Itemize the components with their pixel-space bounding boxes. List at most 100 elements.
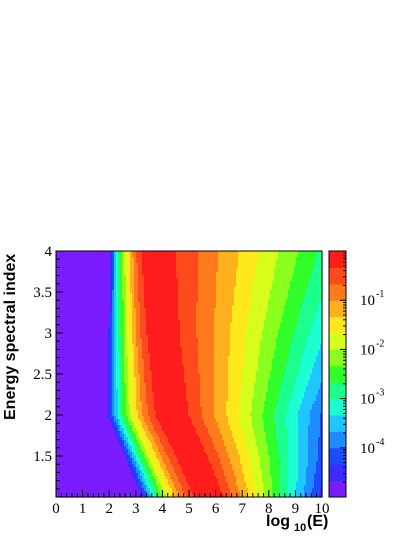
heatmap-cell	[116, 281, 119, 285]
heatmap-cell	[122, 317, 125, 321]
heatmap-cell	[174, 353, 177, 357]
heatmap-cell	[60, 257, 63, 261]
heatmap-cell	[228, 302, 231, 306]
heatmap-cell	[164, 335, 167, 339]
heatmap-cell	[196, 332, 199, 336]
heatmap-cell	[238, 326, 241, 330]
heatmap-cell	[134, 335, 137, 339]
heatmap-cell	[58, 272, 61, 276]
heatmap-cell	[320, 314, 323, 318]
heatmap-cell	[252, 287, 255, 291]
heatmap-cell	[296, 338, 299, 342]
heatmap-cell	[134, 257, 137, 261]
heatmap-cell	[294, 302, 297, 306]
heatmap-cell	[166, 350, 169, 354]
heatmap-cell	[302, 287, 305, 291]
heatmap-cell	[318, 290, 321, 294]
heatmap-cell	[190, 344, 193, 348]
heatmap-cell	[194, 338, 197, 342]
heatmap-cell	[312, 335, 315, 339]
heatmap-cell	[82, 323, 85, 327]
heatmap-cell	[302, 347, 305, 351]
heatmap-cell	[302, 323, 305, 327]
heatmap-cell	[226, 269, 229, 273]
heatmap-cell	[148, 308, 151, 312]
heatmap-cell	[170, 284, 173, 288]
heatmap-cell	[260, 323, 263, 327]
heatmap-cell	[200, 344, 203, 348]
heatmap-cell	[228, 272, 231, 276]
heatmap-cell	[92, 278, 95, 282]
heatmap-cell	[60, 326, 63, 330]
heatmap-cell	[202, 353, 205, 357]
heatmap-cell	[172, 317, 175, 321]
heatmap-cell	[214, 293, 217, 297]
heatmap-cell	[318, 338, 321, 342]
heatmap-cell	[90, 272, 93, 276]
heatmap-cell	[318, 326, 321, 330]
heatmap-cell	[178, 329, 181, 333]
heatmap-cell	[244, 332, 247, 336]
heatmap-cell	[192, 275, 195, 279]
heatmap-cell	[244, 311, 247, 315]
heatmap-cell	[76, 314, 79, 318]
heatmap-cell	[222, 257, 225, 261]
heatmap-cell	[94, 344, 97, 348]
heatmap-cell	[202, 281, 205, 285]
heatmap-cell	[268, 293, 271, 297]
heatmap-cell	[186, 272, 189, 276]
heatmap-cell	[90, 299, 93, 303]
heatmap-cell	[214, 329, 217, 333]
heatmap-cell	[142, 278, 145, 282]
heatmap-cell	[220, 308, 223, 312]
heatmap-cell	[260, 332, 263, 336]
heatmap-cell	[268, 281, 271, 285]
heatmap-cell	[186, 305, 189, 309]
heatmap-cell	[104, 293, 107, 297]
heatmap-cell	[250, 257, 253, 261]
heatmap-cell	[64, 305, 67, 309]
heatmap-cell	[102, 254, 105, 258]
heatmap-cell	[148, 299, 151, 303]
heatmap-cell	[118, 269, 121, 273]
heatmap-cell	[220, 269, 223, 273]
heatmap-cell	[114, 347, 117, 351]
heatmap-cell	[306, 341, 309, 345]
heatmap-cell	[156, 278, 159, 282]
heatmap-cell	[176, 272, 179, 276]
heatmap-cell	[270, 266, 273, 270]
heatmap-cell	[228, 314, 231, 318]
heatmap-cell	[224, 281, 227, 285]
heatmap-cell	[216, 332, 219, 336]
heatmap-cell	[272, 260, 275, 264]
heatmap-cell	[296, 314, 299, 318]
heatmap-cell	[192, 272, 195, 276]
heatmap-cell	[208, 347, 211, 351]
heatmap-cell	[256, 320, 259, 324]
heatmap-cell	[228, 299, 231, 303]
heatmap-cell	[246, 332, 249, 336]
heatmap-cell	[272, 344, 275, 348]
heatmap-cell	[214, 287, 217, 291]
heatmap-cell	[250, 260, 253, 264]
heatmap-cell	[218, 287, 221, 291]
heatmap-cell	[234, 320, 237, 324]
heatmap-cell	[228, 266, 231, 270]
heatmap-cell	[252, 305, 255, 309]
heatmap-cell	[110, 278, 113, 282]
heatmap-cell	[312, 299, 315, 303]
heatmap-cell	[188, 341, 191, 345]
heatmap-cell	[120, 311, 123, 315]
heatmap-cell	[154, 290, 157, 294]
heatmap-cell	[236, 266, 239, 270]
heatmap-cell	[86, 263, 89, 267]
heatmap-cell	[224, 293, 227, 297]
heatmap-cell	[108, 254, 111, 258]
heatmap-cell	[220, 347, 223, 351]
heatmap-cell	[222, 320, 225, 324]
heatmap-cell	[258, 311, 261, 315]
heatmap-cell	[122, 266, 125, 270]
heatmap-cell	[212, 254, 215, 258]
heatmap-cell	[194, 263, 197, 267]
heatmap-cell	[168, 287, 171, 291]
